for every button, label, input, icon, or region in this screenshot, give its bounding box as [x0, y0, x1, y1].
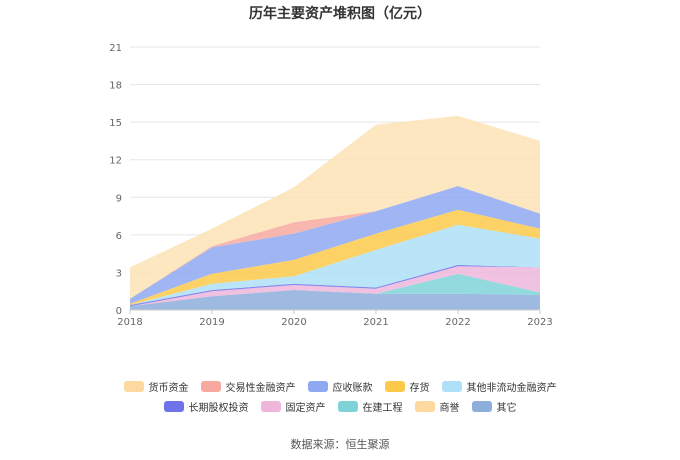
legend-swatch: [384, 380, 405, 392]
area-series: [130, 115, 540, 310]
area-固定资产: [130, 266, 540, 307]
x-tick-label: 2023: [527, 317, 552, 328]
legend-label: 交易性金融资产: [225, 382, 296, 394]
chart-legend: 货币资金 交易性金融资产 应收账款 存货 其他非流动金融资产 长期股权投资 固定资产 在建工…: [0, 376, 680, 416]
legend-swatch: [260, 400, 281, 412]
area-在建工程: [130, 273, 540, 307]
x-tick-label: 2022: [445, 317, 470, 328]
y-tick-label: 6: [116, 231, 122, 242]
legend-swatch: [337, 400, 358, 412]
legend-item[interactable]: 其他非流动金融资产: [441, 379, 557, 394]
y-tick-label: 3: [116, 268, 122, 279]
y-tick-label: 12: [109, 156, 122, 167]
legend-swatch: [471, 400, 492, 412]
legend-label: 在建工程: [362, 402, 403, 414]
x-tick-label: 2021: [363, 317, 388, 328]
legend-label: 固定资产: [285, 402, 326, 414]
area-其他非流动金融资产: [130, 224, 540, 305]
axes: 0 3 6 9 12 15 18 21 2018 2019 2020 2021 2022 2023: [109, 43, 552, 328]
legend-item[interactable]: 在建工程: [337, 399, 403, 414]
y-tick-label: 15: [109, 118, 122, 129]
y-tick-label: 0: [116, 306, 122, 317]
legend-item[interactable]: 商誉: [414, 399, 460, 414]
legend-label: 其它: [496, 402, 517, 414]
legend-item[interactable]: 交易性金融资产: [200, 379, 296, 394]
chart-title: 历年主要资产堆积图（亿元）: [249, 6, 431, 22]
area-其它: [130, 290, 540, 310]
area-货币资金: [130, 115, 540, 299]
legend-label: 长期股权投资: [188, 402, 249, 414]
legend-label: 货币资金: [148, 382, 189, 394]
legend-label: 商誉: [439, 402, 460, 414]
x-tick-label: 2019: [199, 317, 224, 328]
area-应收账款: [130, 186, 540, 304]
legend-item[interactable]: 固定资产: [260, 399, 326, 414]
legend-swatch: [123, 380, 144, 392]
area-存货: [130, 209, 540, 305]
legend-swatch: [200, 380, 221, 392]
y-tick-label: 18: [109, 81, 122, 92]
legend-item[interactable]: 长期股权投资: [163, 399, 249, 414]
legend-row-2: 长期股权投资 固定资产 在建工程 商誉 其它: [0, 396, 680, 416]
legend-label: 其他非流动金融资产: [466, 382, 557, 394]
legend-item[interactable]: 货币资金: [123, 379, 189, 394]
y-tick-label: 21: [109, 43, 122, 54]
legend-item[interactable]: 应收账款: [307, 379, 373, 394]
x-tick-label: 2020: [281, 317, 306, 328]
legend-row-1: 货币资金 交易性金融资产 应收账款 存货 其他非流动金融资产: [0, 376, 680, 396]
data-source: 数据来源：恒生聚源: [290, 438, 390, 451]
legend-item[interactable]: 存货: [384, 379, 430, 394]
y-tick-label: 9: [116, 193, 122, 204]
legend-item[interactable]: 其它: [471, 399, 517, 414]
legend-label: 存货: [409, 382, 430, 394]
x-tick-label: 2018: [117, 317, 142, 328]
legend-swatch: [307, 380, 328, 392]
legend-swatch: [163, 400, 184, 412]
legend-swatch: [414, 400, 435, 412]
legend-label: 应收账款: [332, 382, 373, 394]
legend-swatch: [441, 380, 462, 392]
